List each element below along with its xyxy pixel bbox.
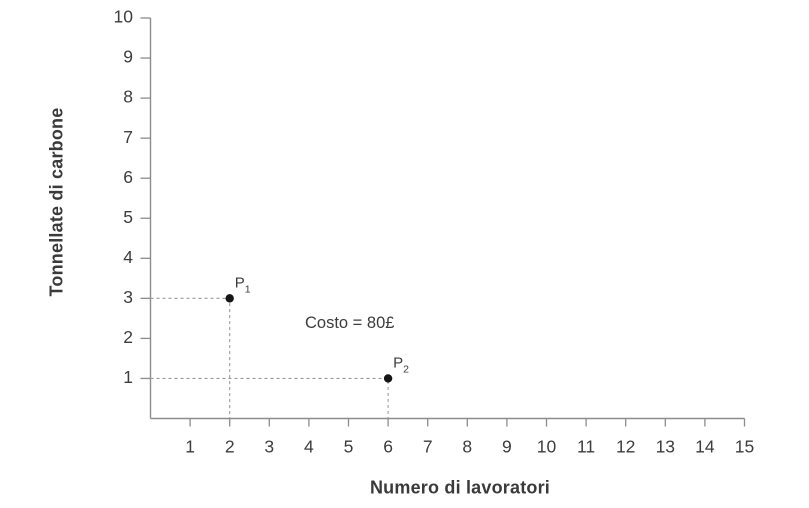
y-tick-label: 2 [123, 327, 133, 347]
y-tick-label: 10 [114, 7, 134, 27]
point-label: P2 [393, 354, 409, 375]
x-tick-label: 7 [423, 437, 433, 457]
point-guide-dashed [150, 377, 389, 419]
x-tick-label: 13 [656, 437, 675, 457]
x-tick-label: 6 [383, 437, 393, 457]
x-tick-label: 14 [695, 437, 715, 457]
data-point [383, 374, 393, 383]
y-tick-label: 7 [123, 127, 133, 147]
x-tick-label: 12 [616, 437, 635, 457]
x-tick-label: 3 [264, 437, 274, 457]
x-tick-label: 11 [577, 437, 595, 457]
y-axis-title: Tonnellate di carbone [46, 107, 67, 297]
y-tick-label: 8 [123, 87, 133, 107]
x-tick-label: 2 [225, 437, 235, 457]
x-tick-label: 5 [344, 437, 354, 457]
point-label: P1 [235, 274, 251, 295]
x-tick-label: 1 [185, 437, 195, 457]
point-guide-dashed [150, 297, 231, 419]
y-tick-label: 3 [123, 287, 133, 307]
y-tick-label: 1 [123, 367, 133, 387]
x-tick-label: 4 [304, 437, 314, 457]
x-tick-label: 15 [735, 437, 754, 457]
data-point [225, 294, 234, 303]
y-tick-label: 5 [123, 207, 133, 227]
y-tick-label: 6 [123, 167, 133, 187]
x-tick-label: 10 [537, 437, 557, 457]
y-tick-label: 4 [123, 247, 133, 267]
x-tick-label: 9 [502, 437, 512, 457]
x-axis-title: Numero di lavoratori [369, 477, 551, 498]
y-tick-label: 9 [123, 47, 133, 67]
cost-annotation: Costo = 80£ [305, 314, 395, 332]
x-tick-label: 8 [462, 437, 472, 457]
